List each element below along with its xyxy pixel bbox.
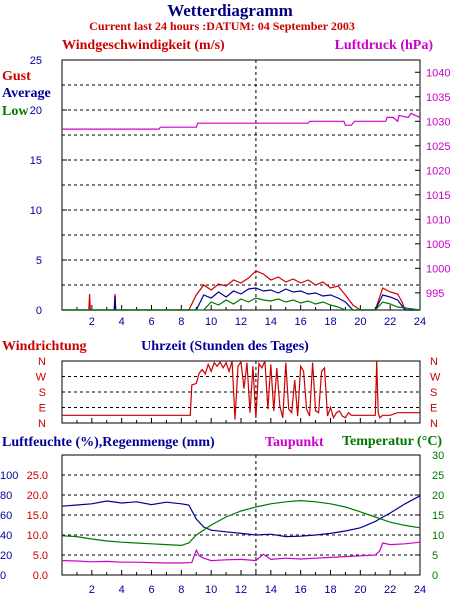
rain-tick-label: 10.0 [27,530,48,542]
wind-speed-tick-label: 25 [30,55,42,67]
humidity-tick-label: 20 [0,550,12,562]
direction-panel-frame [61,360,421,424]
wind-direction-label: Windrichtung [2,339,87,354]
temperature-tick-label: 5 [432,550,438,562]
pressure-tick-label: 1025 [426,141,450,153]
wind-speed-tick-label: 10 [30,205,42,217]
pressure-tick-label: 1035 [426,92,450,104]
wind-speed-tick-label: 20 [30,105,42,117]
chart-title: Wetterdiagramm [167,1,293,20]
direction-tick-label-right: S [430,387,437,399]
pressure-tick-label: 1000 [426,263,450,275]
series-temperatur-line [61,499,421,547]
temperature-tick-label: 30 [432,450,444,462]
direction-tick-label-right: N [430,418,438,430]
direction-tick-label-right: E [430,403,437,415]
humidity-x-tick-label: 6 [148,584,154,596]
humidity-rain-axis-label: Luftfeuchte (%),Regenmenge (mm) [2,435,215,450]
pressure-tick-label: 1015 [426,190,450,202]
wind-x-tick-label: 10 [205,316,217,328]
rain-tick-label: 25.0 [27,470,48,482]
humidity-x-tick-label: 22 [384,584,396,596]
wind-speed-axis-label: Windgeschwindigkeit (m/s) [62,38,225,53]
humidity-x-tick-label: 8 [178,584,184,596]
series-low-line [62,297,421,311]
humidity-x-tick-label: 24 [414,584,426,596]
legend-low: Low [2,104,29,119]
series-luftfeuchte-line [61,495,421,538]
wind-x-tick-label: 8 [178,316,184,328]
wind-x-tick-label: 12 [235,316,247,328]
humidity-tick-label: 40 [0,530,12,542]
wind-x-tick-label: 18 [324,316,336,328]
direction-tick-label-left: E [39,403,46,415]
humidity-tick-label: 80 [0,490,12,502]
series-windrichtung-line [62,360,420,420]
humidity-x-tick-label: 4 [119,584,125,596]
pressure-tick-label: 1010 [426,214,450,226]
wind-x-tick-label: 6 [148,316,154,328]
pressure-tick-label: 1005 [426,239,450,251]
humidity-x-tick-label: 16 [295,584,307,596]
direction-tick-label-right: N [430,356,438,368]
direction-tick-label-left: N [38,418,46,430]
rain-tick-label: 15.0 [27,510,48,522]
wind-x-tick-label: 2 [89,316,95,328]
series-luftdruck-line [62,112,421,130]
direction-tick-label-left: S [39,387,46,399]
wind-x-tick-label: 14 [265,316,277,328]
pressure-tick-label: 1040 [426,67,450,79]
dewpoint-label: Taupunkt [265,435,324,450]
humidity-tick-label: 0 [0,570,6,582]
rain-tick-label: 20.0 [27,490,48,502]
humidity-x-tick-label: 18 [324,584,336,596]
humidity-tick-label: 60 [0,510,12,522]
direction-tick-label-left: W [36,372,47,384]
wind-speed-tick-label: 15 [30,155,42,167]
temperature-tick-label: 0 [432,570,438,582]
wind-x-tick-label: 20 [354,316,366,328]
wind-speed-tick-label: 5 [36,255,42,267]
temperature-axis-label: Temperatur (°C) [342,434,442,449]
humidity-tick-label: 100 [0,470,18,482]
direction-tick-label-left: N [38,356,46,368]
temperature-tick-label: 20 [432,490,444,502]
chart-panels: 0510152025995100010051010101510201025103… [0,55,450,596]
humidity-x-tick-label: 20 [354,584,366,596]
humidity-x-tick-label: 14 [265,584,277,596]
pressure-tick-label: 1020 [426,165,450,177]
direction-tick-label-right: W [430,372,441,384]
humidity-x-tick-label: 12 [235,584,247,596]
legend-average: Average [2,86,51,101]
chart-subtitle: Current last 24 hours :DATUM: 04 Septemb… [89,19,355,33]
humidity-rain-label-text: Luftfeuchte (%),Regenmenge (mm) [2,435,215,450]
series-taupunkt-line [61,541,421,564]
humidity-x-tick-label: 10 [205,584,217,596]
wind-x-tick-label: 16 [295,316,307,328]
temperature-tick-label: 10 [432,530,444,542]
pressure-tick-label: 995 [426,288,444,300]
time-axis-label: Uhrzeit (Stunden des Tages) [141,339,309,354]
temperature-tick-label: 25 [432,470,444,482]
rain-tick-label: 0.0 [33,570,48,582]
wind-x-tick-label: 22 [384,316,396,328]
legend-gust: Gust [2,69,31,84]
temperature-tick-label: 15 [432,510,444,522]
wind-x-tick-label: 4 [119,316,125,328]
humidity-x-tick-label: 2 [89,584,95,596]
humidity-panel-frame [61,454,421,576]
wind-panel-frame [61,59,421,311]
rain-tick-label: 5.0 [33,550,48,562]
wind-speed-tick-label: 0 [36,305,42,317]
wind-x-tick-label: 24 [414,316,426,328]
pressure-tick-label: 1030 [426,116,450,128]
pressure-axis-label: Luftdruck (hPa) [335,38,434,53]
